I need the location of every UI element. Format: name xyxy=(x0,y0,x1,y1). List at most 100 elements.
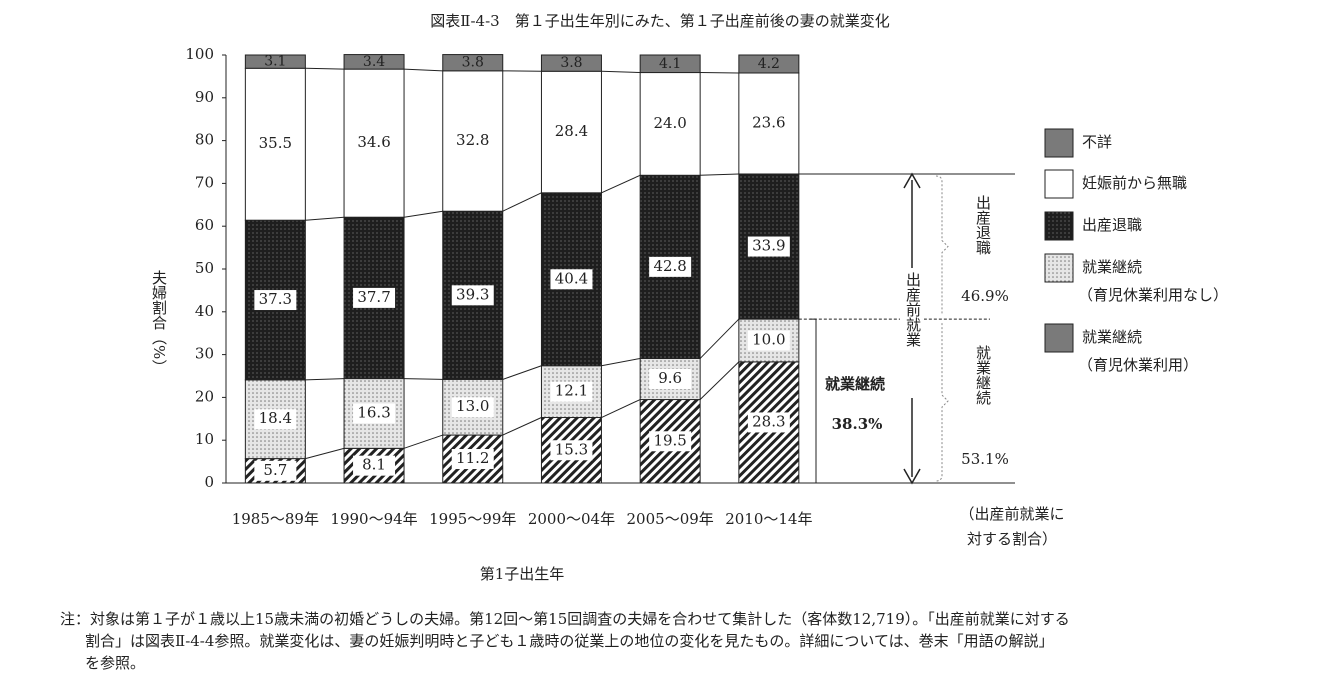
y-tick-label: 20 xyxy=(195,387,214,405)
label-box xyxy=(747,113,790,134)
value-label: 15.3 xyxy=(555,440,588,458)
y-tick-label: 0 xyxy=(204,473,214,491)
label-box xyxy=(900,268,924,398)
value-label: 33.9 xyxy=(752,237,785,255)
x-tick-label: 2000～04年 xyxy=(528,510,615,528)
connector-line xyxy=(699,318,740,359)
value-label: 9.6 xyxy=(658,369,682,387)
value-label: 3.8 xyxy=(462,55,484,71)
value-label: 19.5 xyxy=(653,431,686,449)
x-tick-label: 1985～89年 xyxy=(232,510,319,528)
value-label: 34.6 xyxy=(357,133,390,151)
value-label: 32.8 xyxy=(456,131,489,149)
label-box xyxy=(747,330,790,351)
value-label: 16.3 xyxy=(357,403,390,421)
bracket xyxy=(935,323,949,482)
bar-segment xyxy=(540,54,602,72)
connector-line xyxy=(601,357,641,367)
value-label: 40.4 xyxy=(555,269,588,287)
note: 割合」は図表Ⅱ-4-4参照。就業変化は、妻の妊娠判明時と子ども１歳時の従業上の地… xyxy=(85,632,1054,650)
y-tick-label: 10 xyxy=(195,430,214,448)
label-box xyxy=(254,460,297,481)
connector-line xyxy=(601,70,641,74)
value-label: 24.0 xyxy=(653,114,686,132)
y-axis-label: 夫婦割合（%） xyxy=(150,270,168,374)
bar-segment xyxy=(244,54,306,69)
arrow-head xyxy=(903,172,921,189)
label-box xyxy=(451,285,494,306)
label-box xyxy=(550,269,593,290)
value-label: 3.8 xyxy=(560,55,582,71)
connector-line xyxy=(699,361,740,400)
label-box xyxy=(353,403,396,424)
legend-label: 妊娠前から無職 xyxy=(1082,174,1187,192)
value-label: 42.8 xyxy=(653,257,686,275)
label-box xyxy=(254,409,297,430)
connector-line xyxy=(305,447,345,460)
y-tick-label: 50 xyxy=(195,259,214,277)
note: 注：対象は第１子が１歳以上15歳未満の初婚どうしの夫婦。第12回～第15回調査の… xyxy=(60,610,1070,628)
label-box xyxy=(649,113,692,134)
value-label: 3.1 xyxy=(264,54,286,70)
connector-line xyxy=(601,174,641,194)
x-tick-label: 1990～94年 xyxy=(330,510,417,528)
annotation: 出産前就業 xyxy=(904,272,922,347)
connector-line xyxy=(305,378,345,381)
label-box xyxy=(747,236,790,257)
legend-note: （育児休業利用） xyxy=(1078,356,1198,374)
legend-swatch xyxy=(1044,323,1074,353)
label-box xyxy=(550,381,593,402)
label-box xyxy=(254,290,297,311)
bracket xyxy=(935,175,949,316)
y-tick-label: 30 xyxy=(195,345,214,363)
connector-line xyxy=(601,399,641,418)
chart-title: 図表Ⅱ-4-3 第１子出生年別にみた、第１子出産前後の妻の就業変化 xyxy=(430,12,889,30)
legend-swatch xyxy=(1044,128,1074,158)
legend-label: 出産退職 xyxy=(1082,216,1142,234)
value-label: 39.3 xyxy=(456,285,489,303)
bar-segment xyxy=(442,54,504,72)
x-tick-label: 2010～14年 xyxy=(725,510,812,528)
value-label: 3.4 xyxy=(363,54,385,70)
annotation: 就業継続 xyxy=(825,375,885,393)
legend-label: 就業継続 xyxy=(1082,328,1142,346)
x-axis-label: 第1子出生年 xyxy=(480,565,565,583)
value-label: 37.7 xyxy=(357,288,390,306)
y-tick-label: 80 xyxy=(195,131,214,149)
value-label: 37.3 xyxy=(259,290,292,308)
label-box xyxy=(451,449,494,470)
legend-note: （育児休業利用なし） xyxy=(1078,286,1228,304)
annotation: 出産退職 xyxy=(974,195,992,255)
y-tick-label: 40 xyxy=(195,302,214,320)
y-tick-label: 100 xyxy=(185,45,214,63)
legend-label: 就業継続 xyxy=(1082,258,1142,276)
value-label: 4.2 xyxy=(758,56,780,72)
label-box xyxy=(550,122,593,143)
connector-line xyxy=(305,67,345,70)
annotation: （出産前就業に xyxy=(959,505,1064,523)
connector-line xyxy=(502,417,542,436)
bracket xyxy=(810,318,817,484)
label-box xyxy=(353,455,396,476)
connector-line xyxy=(403,210,443,218)
label-box xyxy=(353,133,396,154)
value-label: 28.4 xyxy=(555,122,588,140)
y-tick-label: 60 xyxy=(195,216,214,234)
y-tick-label: 90 xyxy=(195,88,214,106)
value-label: 12.1 xyxy=(555,382,588,400)
label-box xyxy=(649,431,692,452)
legend-swatch xyxy=(1044,253,1074,283)
value-label: 28.3 xyxy=(752,412,785,430)
note: を参照。 xyxy=(85,654,145,672)
legend-label: 不詳 xyxy=(1082,133,1112,151)
value-label: 11.2 xyxy=(456,449,489,467)
label-box xyxy=(451,131,494,152)
label-box xyxy=(550,440,593,461)
annotation: 38.3% xyxy=(832,415,883,433)
label-box xyxy=(451,397,494,418)
bar-segment xyxy=(639,54,701,74)
value-label: 18.4 xyxy=(259,409,292,427)
connector-line xyxy=(403,434,443,449)
label-box xyxy=(353,287,396,308)
